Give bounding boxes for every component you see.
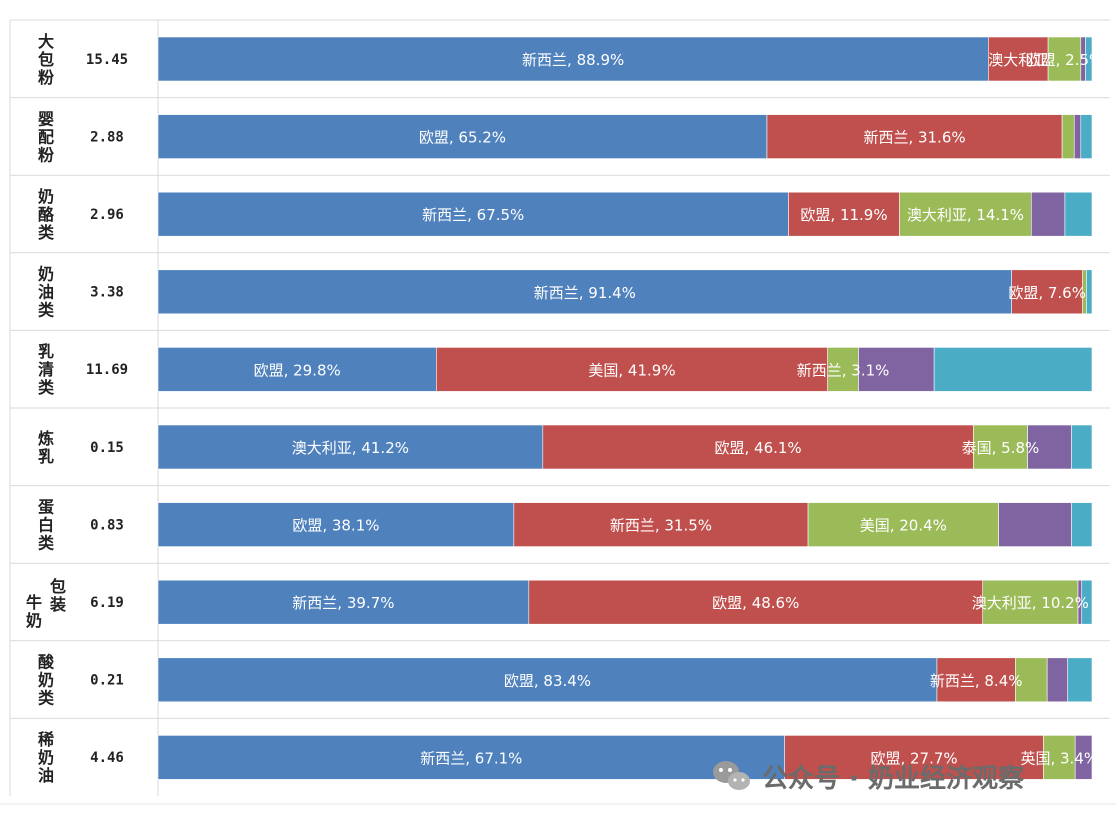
bar-segment: [1080, 114, 1093, 159]
category-label: 稀奶油: [38, 730, 54, 785]
data-label: 澳大利亚, 10.2%: [972, 594, 1089, 612]
bar-layer: [157, 36, 1093, 780]
volume-label: 6.19: [90, 595, 124, 611]
bar-segment: [766, 114, 1063, 159]
bar-segment: [1046, 657, 1069, 703]
bar-segment: [788, 191, 900, 237]
data-label: 欧盟, 29.8%: [254, 361, 341, 379]
chart-frame: [0, 19, 1116, 805]
volume-label: 3.38: [90, 285, 124, 301]
data-label: 新西兰, 67.5%: [422, 206, 524, 224]
bar-segment: [1071, 424, 1093, 470]
wechat-icon: [713, 761, 750, 790]
bar-segment: [157, 657, 938, 703]
bar-segment: [1086, 269, 1093, 315]
bar-segment: [1085, 36, 1093, 82]
volume-label: 15.45: [86, 52, 128, 68]
bar-segment: [1067, 657, 1093, 703]
bar-segment: [1073, 114, 1082, 159]
bar-segment: [1064, 191, 1093, 237]
data-label: 欧盟, 46.1%: [714, 439, 801, 457]
data-label: 欧盟, 27.7%: [870, 749, 957, 767]
bar-segment: [157, 269, 1012, 315]
bar-segment: [436, 347, 828, 392]
data-label: 英国, 3.4%: [1020, 749, 1098, 767]
bar-segment: [1027, 424, 1072, 470]
data-label: 新西兰, 31.5%: [610, 517, 712, 535]
category-label: 包装牛奶: [26, 577, 66, 630]
data-label: 澳大利亚, 41.2%: [292, 439, 409, 457]
data-label: 新西兰, 3.1%: [797, 361, 890, 379]
data-label: 欧盟, 11.9%: [800, 206, 887, 224]
data-label: 新西兰, 31.6%: [863, 129, 965, 147]
category-label: 蛋白类: [38, 497, 55, 552]
category-label: 炼乳: [38, 429, 54, 466]
volume-label: 11.69: [86, 362, 128, 378]
watermark: 公众号 · 奶业经济观察: [713, 761, 1025, 794]
volume-label: 0.21: [90, 673, 124, 689]
bar-segment: [784, 735, 1044, 780]
category-label: 婴配粉: [38, 109, 54, 164]
bar-segment: [1047, 36, 1082, 82]
data-label: 欧盟, 38.1%: [292, 517, 379, 535]
bar-segment: [528, 579, 984, 625]
bar-segment: [157, 36, 989, 82]
category-label: 奶酪类: [38, 187, 55, 242]
data-label: 新西兰, 8.4%: [930, 672, 1023, 690]
bar-segment: [858, 347, 935, 392]
data-label: 新西兰, 67.1%: [420, 749, 522, 767]
bar-segment: [1043, 735, 1076, 780]
data-label: 欧盟, 2.5%: [1026, 51, 1104, 69]
data-label: 欧盟, 65.2%: [419, 129, 506, 147]
data-label: 新西兰, 88.9%: [522, 51, 624, 69]
bar-segment: [157, 191, 789, 237]
category-label: 酸奶类: [38, 653, 55, 708]
volume-label: 0.83: [90, 517, 124, 533]
bar-segment: [933, 347, 1093, 392]
bar-segment: [807, 502, 999, 547]
bar-segment: [542, 424, 974, 470]
bar-segment: [1015, 657, 1048, 703]
volume-label: 0.15: [90, 440, 124, 456]
bar-segment: [157, 347, 437, 392]
data-label: 泰国, 5.8%: [962, 439, 1040, 457]
bar-segment: [157, 735, 786, 780]
watermark-text: 公众号 · 奶业经济观察: [762, 763, 1025, 794]
data-label: 澳大利亚, 14.1%: [907, 206, 1024, 224]
bar-segment: [1074, 735, 1093, 780]
category-label: 奶油类: [38, 265, 55, 320]
bar-segment: [1081, 579, 1093, 625]
data-label: 美国, 41.9%: [588, 361, 675, 379]
bar-segment: [157, 114, 768, 159]
bar-segment: [1011, 269, 1083, 315]
category-label: 大包粉: [38, 32, 54, 87]
data-label: 美国, 20.4%: [860, 517, 947, 535]
data-label: 新西兰, 39.7%: [292, 594, 394, 612]
data-label: 欧盟, 48.6%: [712, 594, 799, 612]
category-label: 乳清类: [38, 342, 55, 397]
bar-segment: [157, 579, 530, 625]
volume-label: 2.88: [90, 129, 124, 145]
bar-segment: [998, 502, 1072, 547]
volume-label: 4.46: [90, 750, 124, 766]
bar-segment: [1071, 502, 1093, 547]
bar-segment: [982, 579, 1079, 625]
volume-label: 2.96: [90, 207, 124, 223]
bar-segment: [827, 347, 859, 392]
data-label: 欧盟, 83.4%: [504, 672, 591, 690]
bar-segment: [513, 502, 809, 547]
data-label: 欧盟, 7.6%: [1008, 284, 1086, 302]
bar-segment: [1061, 114, 1075, 159]
data-label: 澳大利亚: [988, 51, 1048, 69]
bar-segment: [1030, 191, 1066, 237]
bar-segment: [899, 191, 1032, 237]
data-label: 新西兰, 91.4%: [534, 284, 636, 302]
bar-segment: [988, 36, 1049, 82]
